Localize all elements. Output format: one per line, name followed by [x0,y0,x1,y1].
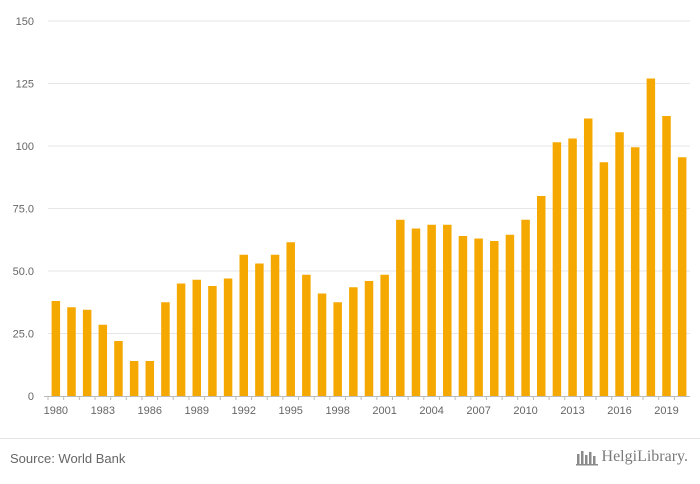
x-tick-label: 2007 [466,405,490,417]
x-tick-label: 2013 [560,405,584,417]
y-tick-label: 25.0 [13,329,34,341]
bar-1985[interactable] [129,361,139,396]
bar-1984[interactable] [114,341,123,396]
bar-1991[interactable] [223,278,233,397]
bar-2009[interactable] [505,234,515,396]
axes: 0 25.0 50.0 75.0 100 125 150 1980 1983 1986 1989 19… [13,16,690,417]
y-tick-label: 150 [16,16,34,28]
y-tick-label: 0 [28,391,34,403]
bar-2000[interactable] [364,281,374,396]
bar-1986[interactable] [145,361,155,396]
bar-2019[interactable] [662,116,671,396]
y-tick-label: 75.0 [13,204,34,216]
bar-2004[interactable] [427,224,436,396]
bar-1997[interactable] [317,293,327,397]
bar-2001[interactable] [380,274,389,396]
bar-1992[interactable] [239,254,248,396]
brand-name: HelgiLibrary. [601,448,688,465]
bar-2018[interactable] [646,78,656,397]
x-tick-label: 2004 [419,405,443,417]
bar-1990[interactable] [208,286,217,396]
bar-2017[interactable] [630,147,640,396]
bar-2012[interactable] [552,142,562,396]
bar-1994[interactable] [270,254,280,396]
bar-chart: 0 25.0 50.0 75.0 100 125 150 1980 1983 1986 1989 19… [13,16,690,417]
bar-1998[interactable] [333,302,342,396]
bar-2003[interactable] [411,228,421,397]
bars [51,78,687,397]
bar-2008[interactable] [490,241,499,396]
x-tick-label: 2016 [607,405,631,417]
bar-1980[interactable] [51,301,61,396]
x-tick-label: 1995 [278,405,302,417]
x-tick-label: 1989 [185,405,209,417]
x-tick-label: 2019 [654,405,678,417]
bar-1996[interactable] [302,274,311,396]
bar-2011[interactable] [536,196,546,396]
x-tick-label: 2001 [372,405,396,417]
bar-1987[interactable] [161,302,170,396]
bar-1988[interactable] [176,283,186,397]
x-tick-label: 1983 [91,405,115,417]
y-tick-label: 100 [16,141,34,153]
bar-2010[interactable] [521,219,530,396]
bar-2015[interactable] [599,162,609,396]
bar-1989[interactable] [192,279,202,396]
x-tick-label: 1998 [325,405,349,417]
grid-lines [48,20,690,334]
bar-2016[interactable] [615,132,624,396]
bar-1981[interactable] [67,307,76,396]
x-tick-label: 2010 [513,405,537,417]
brand-logo[interactable]: HelgiLibrary. [575,448,688,466]
bar-1999[interactable] [349,287,358,396]
bar-2006[interactable] [458,236,468,396]
bar-2002[interactable] [396,219,405,396]
bar-2007[interactable] [474,238,483,397]
bar-2005[interactable] [443,224,452,396]
bar-1983[interactable] [98,324,108,396]
bar-2014[interactable] [583,118,593,397]
bar-1993[interactable] [255,263,264,397]
bar-1995[interactable] [286,242,295,396]
library-icon [575,451,598,466]
source-label: Source: World Bank [10,451,126,466]
x-tick-label: 1986 [138,405,162,417]
x-tick-label: 1992 [231,405,255,417]
y-tick-label: 125 [16,79,34,91]
chart-footer: Source: World Bank HelgiLibrary. [0,438,700,484]
x-tick-label: 1980 [44,405,68,417]
bar-2020[interactable] [677,157,687,396]
bar-2013[interactable] [568,138,577,397]
bar-1982[interactable] [82,309,92,396]
y-tick-label: 50.0 [13,266,34,278]
